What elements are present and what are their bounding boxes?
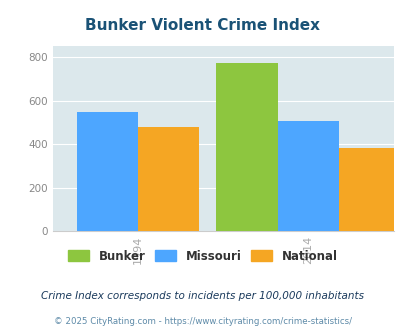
Text: Bunker Violent Crime Index: Bunker Violent Crime Index xyxy=(85,18,320,33)
Bar xyxy=(277,121,339,231)
Bar xyxy=(339,148,400,231)
Text: © 2025 CityRating.com - https://www.cityrating.com/crime-statistics/: © 2025 CityRating.com - https://www.city… xyxy=(54,317,351,326)
Bar xyxy=(216,62,277,231)
Bar xyxy=(138,127,199,231)
Legend: Bunker, Missouri, National: Bunker, Missouri, National xyxy=(64,246,341,266)
Text: Crime Index corresponds to incidents per 100,000 inhabitants: Crime Index corresponds to incidents per… xyxy=(41,291,364,301)
Bar xyxy=(77,112,138,231)
